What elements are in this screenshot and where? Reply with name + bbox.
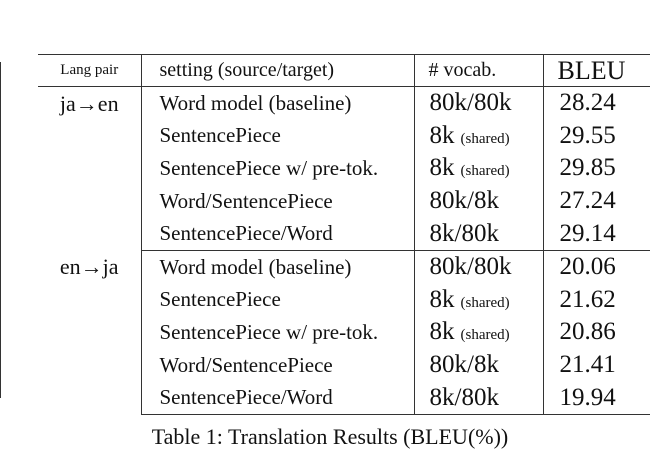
setting-cell: Word/SentencePiece — [141, 184, 415, 218]
vocab-cell: 8k (shared) — [414, 283, 544, 317]
vocab-cell: 80k/80k — [414, 86, 544, 120]
vocab-size: 8k — [429, 154, 455, 182]
vocab-cell: 80k/8k — [414, 184, 544, 218]
setting-cell: Word/SentencePiece — [141, 348, 415, 382]
vocab-size: 80k/80k — [429, 253, 512, 281]
table-row: SentencePiece/Word 8k/80k 19.94 — [38, 381, 650, 415]
translation-results-table: Lang pair setting (source/target) # voca… — [38, 54, 650, 415]
table-row: SentencePiece w/ pre-tok. 8k (shared) 29.85 — [38, 152, 650, 185]
table-row: SentencePiece 8k (shared) 21.62 — [38, 283, 650, 317]
setting-cell: SentencePiece w/ pre-tok. — [141, 152, 415, 185]
setting-cell: SentencePiece — [141, 283, 415, 317]
setting-cell: Word model (baseline) — [141, 86, 415, 120]
bleu-cell: 27.24 — [559, 187, 616, 215]
vocab-cell: 8k (shared) — [414, 316, 544, 349]
vocab-size: 8k — [429, 285, 455, 313]
bleu-cell: 28.24 — [559, 89, 616, 117]
vocab-note: (shared) — [460, 327, 510, 344]
vocab-size: 80k/8k — [429, 187, 499, 215]
table-caption: Table 1: Translation Results (BLEU(%)) — [151, 424, 509, 449]
vocab-size: 8k/80k — [429, 383, 499, 411]
header-lang-pair: Lang pair — [38, 54, 142, 87]
vocab-size: 8k — [429, 318, 455, 346]
setting-cell: SentencePiece/Word — [141, 381, 415, 415]
vocab-size: 8k — [429, 121, 455, 149]
table-row: en→ja Word model (baseline) 80k/80k 20.06 — [38, 250, 650, 415]
table-row: SentencePiece/Word 8k/80k 29.14 — [38, 217, 650, 251]
table-row: ja→en Word model (baseline) 80k/80k 28.24 — [38, 86, 650, 251]
lang-pair-cell: ja→en — [38, 86, 142, 251]
setting-cell: SentencePiece w/ pre-tok. — [141, 316, 415, 349]
vocab-size: 8k/80k — [429, 219, 499, 247]
setting-cell: SentencePiece — [141, 119, 415, 153]
bleu-cell: 20.06 — [559, 253, 616, 281]
vocab-cell: 8k/80k — [414, 381, 544, 415]
bleu-cell: 29.55 — [559, 121, 616, 149]
vocab-cell: 8k (shared) — [414, 152, 544, 185]
setting-cell: SentencePiece/Word — [141, 217, 415, 251]
bleu-cell: 29.85 — [559, 154, 616, 182]
vocab-cell: 80k/80k — [414, 250, 544, 284]
vocab-note: (shared) — [460, 130, 510, 147]
vocab-size: 80k/8k — [429, 351, 499, 379]
lang-pair-cell: en→ja — [38, 250, 142, 415]
bleu-cell: 29.14 — [543, 217, 650, 251]
bleu-cell: 21.62 — [559, 285, 616, 313]
table-row: Word/SentencePiece 80k/8k 21.41 — [38, 348, 650, 382]
vocab-size: 80k/80k — [429, 89, 512, 117]
table-row: SentencePiece w/ pre-tok. 8k (shared) 20.86 — [38, 316, 650, 349]
bleu-cell: 21.41 — [559, 351, 616, 379]
vocab-cell: 8k/80k — [414, 217, 544, 251]
header-setting: setting (source/target) — [141, 54, 415, 87]
vocab-note: (shared) — [460, 163, 510, 180]
vocab-note: (shared) — [460, 294, 510, 311]
vocab-cell: 8k (shared) — [414, 119, 544, 153]
setting-cell: Word model (baseline) — [141, 250, 415, 284]
bleu-cell: 20.86 — [559, 318, 616, 346]
table-row: SentencePiece 8k (shared) 29.55 — [38, 119, 650, 153]
header-row: Lang pair setting (source/target) # voca… — [38, 54, 650, 87]
header-vocab: # vocab. — [414, 54, 544, 87]
bleu-cell: 19.94 — [543, 381, 650, 415]
header-bleu: BLEU — [543, 54, 650, 87]
vocab-cell: 80k/8k — [414, 348, 544, 382]
table-body: Lang pair setting (source/target) # voca… — [38, 54, 650, 415]
left-margin-rule — [0, 62, 1, 398]
table-row: Word/SentencePiece 80k/8k 27.24 — [38, 184, 650, 218]
